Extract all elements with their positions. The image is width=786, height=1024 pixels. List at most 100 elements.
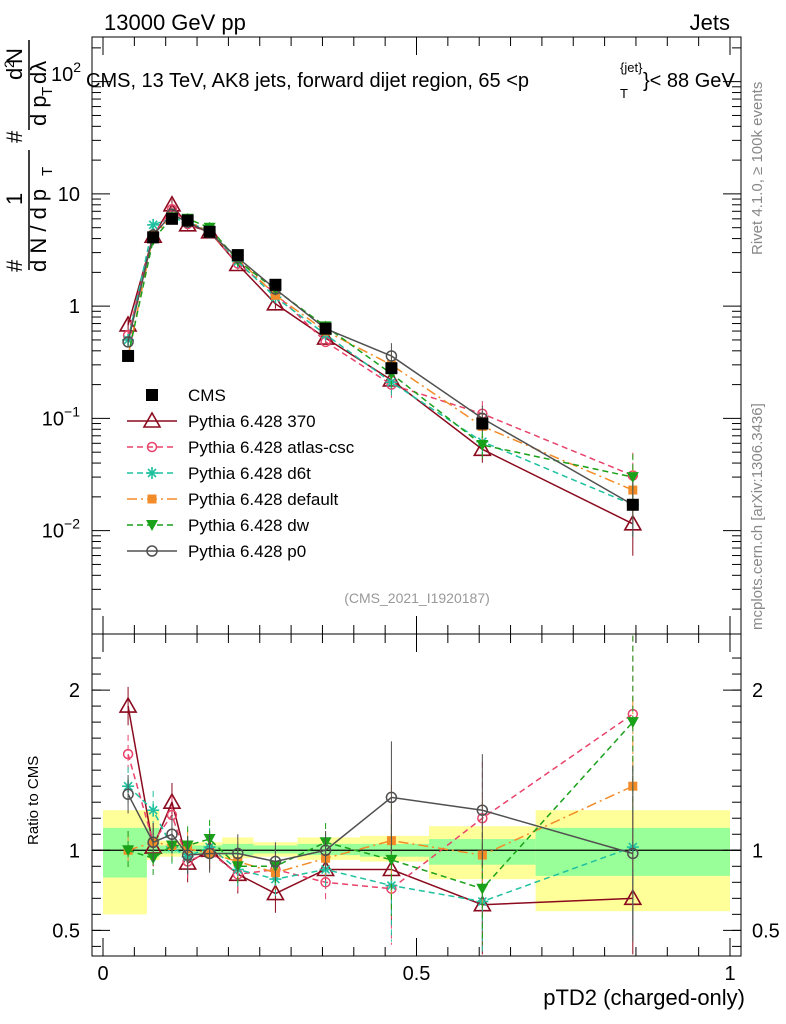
ratio-point-p0-5 (232, 847, 244, 860)
main-point-d6t-1 (147, 218, 160, 231)
plot-title-superscript: {jet} (620, 60, 643, 75)
legend-item-CMS: CMS (146, 386, 226, 405)
legend-item-p0: Pythia 6.428 p0 (127, 542, 306, 561)
legend-item-370: Pythia 6.428 370 (127, 411, 316, 431)
legend-marker-d6t-d2 (147, 468, 157, 478)
main-ytick-label-3: 10 (58, 184, 80, 206)
main-point-CMS-2 (165, 212, 178, 225)
legend-marker-d6t (146, 467, 158, 479)
plot-title: 102 CMS, 13 TeV, AK8 jets, forward dijet… (51, 59, 735, 101)
plot-title-subscript: T (620, 86, 628, 101)
main-point-CMS-8 (385, 362, 398, 375)
ratio-point-p0-3-ring (181, 849, 194, 861)
ylabel-num-b-n: N (2, 48, 27, 64)
ratio-point-p0-2 (166, 828, 178, 840)
legend-label-atlas: Pythia 6.428 atlas-csc (188, 438, 355, 457)
main-point-CMS-10 (626, 498, 639, 511)
main-ytick-label-2: 1 (69, 296, 80, 318)
ylabel-denom-b: d p (26, 95, 51, 126)
legend-marker-dw (146, 520, 158, 531)
analysis-id: (CMS_2021_I1920187) (344, 590, 490, 606)
legend-label-370: Pythia 6.428 370 (188, 412, 316, 431)
main-point-370-6 (266, 294, 285, 311)
legend-label-default: Pythia 6.428 default (188, 490, 339, 509)
ratio-point-p0-1 (147, 836, 159, 849)
header-jets: Jets (690, 10, 730, 35)
ratio-ytick-label-0: 0.5 (52, 920, 80, 942)
ylabel-num-b-sup: 2 (1, 60, 17, 68)
ratio-line-dw (127, 721, 634, 890)
main-point-CMS-3 (181, 214, 194, 227)
main-point-CMS-1 (147, 231, 160, 244)
ratio-xtick-label-2: 1 (724, 963, 735, 985)
ratio-ytick-label-right-0: 0.5 (752, 920, 780, 942)
main-point-CMS-4 (203, 225, 216, 238)
legend-label-d6t: Pythia 6.428 d6t (188, 464, 311, 483)
ratio-point-370-0 (118, 696, 138, 713)
ylabel-denom-a-sub: T (39, 167, 56, 176)
main-ytick-label-1: 10−1 (42, 403, 80, 430)
ylabel-denom-b-sub: T (39, 87, 56, 96)
plot-title-main: CMS, 13 TeV, AK8 jets, forward dijet reg… (86, 70, 529, 92)
ratio-point-p0-2-ring (166, 828, 178, 840)
ylabel-hash-1: # (2, 259, 27, 272)
x-axis-label: pTD2 (charged-only) (543, 985, 745, 1010)
ratio-point-dw-8 (385, 854, 398, 866)
ratio-xtick-label-0: 0 (97, 963, 108, 985)
ratio-point-d6t-1 (147, 804, 160, 817)
main-y-axis-label: # 1 d N / d p T # d 2 N d p T dλ (1, 40, 56, 272)
ratio-uncertainty-bands (103, 810, 730, 915)
ylabel-hash-2: # (2, 130, 27, 143)
ratio-point-dw-0 (122, 845, 135, 857)
ratio-point-p0-3 (181, 849, 194, 861)
ratio-point-p0-6 (269, 855, 282, 868)
main-axes: 10−2 10−1 1 10 (42, 37, 741, 634)
plot-title-exp2: 2 (73, 59, 81, 75)
main-point-CMS-0 (122, 349, 135, 362)
legend-marker-default (147, 494, 157, 504)
ratio-point-p0-8 (385, 791, 398, 804)
ylabel-denom-b-end: dλ (26, 61, 51, 84)
ratio-point-370-6 (266, 883, 285, 901)
ratio-point-dw-10 (626, 717, 639, 729)
legend-label-dw: Pythia 6.428 dw (188, 516, 310, 535)
ratio-point-p0-4 (203, 847, 216, 860)
main-point-dw-10 (626, 472, 639, 484)
legend-item-default: Pythia 6.428 default (127, 490, 339, 509)
main-point-d6t-1-d2 (148, 220, 158, 230)
legend-marker-p0-ring (146, 545, 158, 557)
header-energy: 13000 GeV pp (104, 10, 246, 35)
ratio-line-default (127, 785, 634, 874)
main-ytick-label-0: 10−2 (42, 516, 80, 543)
band-green-6 (297, 843, 361, 856)
legend-item-atlas: Pythia 6.428 atlas-csc (127, 438, 355, 457)
main-point-dw-9 (476, 439, 489, 451)
main-point-CMS-6 (269, 278, 282, 291)
main-point-CMS-9 (476, 417, 489, 430)
ylabel-num-b: d (2, 68, 27, 80)
main-point-p0-8-ring (385, 350, 398, 362)
rivet-label: Rivet 4.1.0, ≥ 100k events (749, 82, 766, 255)
band-green-3 (181, 845, 223, 854)
main-point-p0-8 (385, 350, 398, 362)
ratio-point-p0-6-ring (269, 855, 282, 868)
main-series (118, 195, 643, 556)
plot-title-exponent-overlap: 102 (51, 59, 81, 86)
ratio-axes: 0 0.5 1 0.5 0.5 1 1 2 2 (52, 634, 780, 985)
legend: CMS Pythia 6.428 370 Pythia 6.428 atlas-cs… (127, 386, 355, 561)
ratio-point-d6t-1-d2 (148, 805, 158, 815)
main-series-atlas (122, 203, 639, 508)
ratio-point-p0-7-ring (319, 844, 332, 857)
ratio-point-p0-4-ring (203, 847, 216, 860)
ratio-series-p0 (122, 741, 639, 942)
ratio-point-p0-0 (122, 788, 134, 800)
plot-title-end: }< 88 GeV (643, 70, 735, 92)
ratio-point-atlas-7 (320, 877, 331, 888)
ylabel-denom-a: d N / d p (26, 189, 51, 272)
ylabel-one: 1 (2, 193, 27, 205)
legend-marker-370 (142, 411, 162, 428)
main-point-CMS-7 (319, 322, 332, 335)
ratio-point-p0-10 (627, 847, 639, 860)
legend-label-p0: Pythia 6.428 p0 (188, 542, 306, 561)
